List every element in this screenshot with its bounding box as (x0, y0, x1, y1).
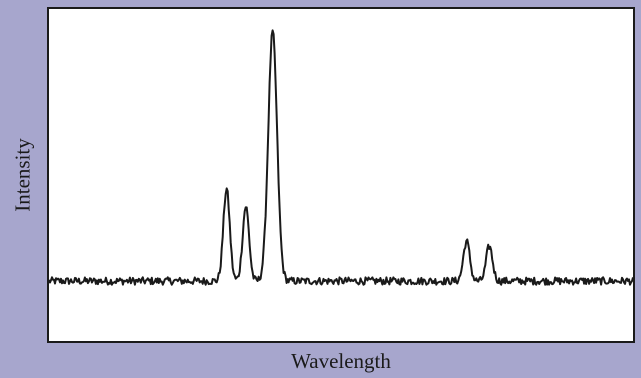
y-axis-label: Intensity (10, 138, 35, 212)
spectrum-line (49, 29, 633, 286)
plot-area (47, 7, 635, 343)
x-axis-label: Wavelength (291, 349, 391, 373)
spectrum-plot (49, 29, 633, 286)
